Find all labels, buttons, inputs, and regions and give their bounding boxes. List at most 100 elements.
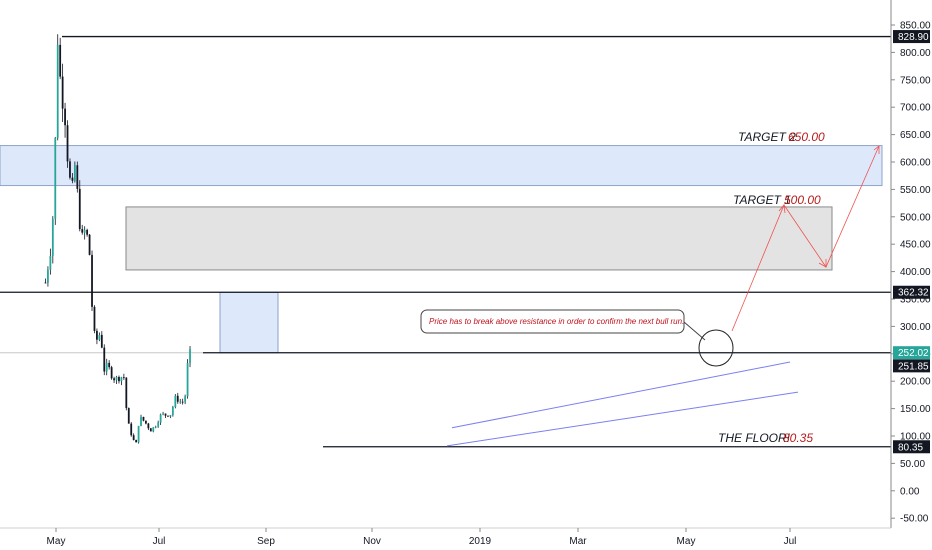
target-1-label: TARGET 1 xyxy=(733,193,791,207)
candle-down xyxy=(71,177,74,181)
resistance-price-tag-bg xyxy=(893,285,930,299)
candle-down xyxy=(130,423,133,436)
target-2-zone xyxy=(0,145,883,187)
target-1-value: 500.00 xyxy=(784,193,821,207)
candle-down xyxy=(96,330,98,340)
support-price-tag-bg xyxy=(893,359,930,373)
channel-lower-line xyxy=(446,391,799,447)
candle-down xyxy=(78,188,81,230)
candle-down xyxy=(164,413,167,416)
candle-down xyxy=(88,234,91,255)
y-tick-label: 350.00 xyxy=(900,295,931,306)
y-tick-label: 800.00 xyxy=(900,48,931,59)
x-tick-label: Jul xyxy=(784,536,797,547)
candle-down xyxy=(176,395,179,402)
projection-arrowhead-1 xyxy=(778,204,786,214)
current-price-tag: 252.02 xyxy=(898,348,929,359)
candle-down xyxy=(110,367,113,379)
candle-down xyxy=(135,439,138,443)
target-1-zone xyxy=(125,206,833,271)
current-price-tag-bg xyxy=(893,346,930,360)
candle-up xyxy=(171,406,174,416)
candle-up xyxy=(83,229,86,233)
candle-down xyxy=(64,108,66,126)
candle-down xyxy=(149,428,152,432)
y-tick-label: 700.00 xyxy=(900,103,931,114)
high-price-tag: 828.90 xyxy=(898,32,929,43)
candle-up xyxy=(152,427,155,432)
candle-up xyxy=(98,334,101,340)
x-tick-label: May xyxy=(47,536,66,547)
candle-down xyxy=(93,306,96,331)
candle-down xyxy=(181,401,184,403)
projection-arrowhead-3 xyxy=(873,145,880,154)
candle-down xyxy=(86,229,89,235)
floor-value: 80.35 xyxy=(783,431,813,445)
candle-down xyxy=(142,416,145,421)
note-callout-box xyxy=(420,309,685,334)
breakdown-zone xyxy=(219,291,279,354)
candle-down xyxy=(59,44,62,77)
floor-price-tag: 80.35 xyxy=(898,442,923,453)
floor-price-tag-bg xyxy=(893,440,930,454)
candle-down xyxy=(147,423,150,429)
candle-up xyxy=(169,415,172,417)
candle-down xyxy=(66,125,69,162)
candle-down xyxy=(69,161,71,178)
projection-path xyxy=(731,145,880,332)
x-tick-label: Mar xyxy=(569,536,587,547)
x-tick-label: Sep xyxy=(257,536,275,547)
candle-down xyxy=(113,378,115,381)
candle-up xyxy=(174,395,177,407)
y-tick-label: 400.00 xyxy=(900,267,931,278)
candle-up xyxy=(140,416,142,426)
candle-down xyxy=(76,165,79,189)
target-2-value: 650.00 xyxy=(788,130,825,144)
candle-down xyxy=(108,362,111,368)
breakout-circle xyxy=(698,329,734,367)
x-tick-label: May xyxy=(677,536,696,547)
channel-upper-line xyxy=(451,361,791,429)
candle-up xyxy=(105,362,108,372)
candle-down xyxy=(118,376,120,382)
candle-up xyxy=(189,349,191,364)
candle-up xyxy=(162,413,164,415)
target-2-label: TARGET 2 xyxy=(738,130,796,144)
candle-up xyxy=(47,269,49,283)
chart-background xyxy=(0,0,891,550)
y-tick-label: 550.00 xyxy=(900,185,931,196)
y-tick-label: 600.00 xyxy=(900,158,931,169)
x-tick-label: Jul xyxy=(153,536,166,547)
candle-down xyxy=(100,334,103,348)
y-tick-label: 450.00 xyxy=(900,240,931,251)
candle-up xyxy=(159,414,162,423)
candle-down xyxy=(103,347,106,372)
y-tick-label: 200.00 xyxy=(900,377,931,388)
candle-up xyxy=(157,422,160,427)
candle-down xyxy=(125,377,128,409)
candle-up xyxy=(115,376,118,381)
candle-down xyxy=(167,415,169,417)
candle-down xyxy=(132,435,135,440)
y-tick-label: 850.00 xyxy=(900,21,931,32)
y-tick-label: 0.00 xyxy=(900,486,920,497)
y-tick-label: 650.00 xyxy=(900,130,931,141)
candle-down xyxy=(61,76,64,109)
candle-down xyxy=(145,420,147,424)
candle-down xyxy=(122,377,125,379)
candle-up xyxy=(154,426,157,428)
candle-up xyxy=(51,218,54,257)
y-tick-label: 50.00 xyxy=(900,459,925,470)
resistance-price-tag: 362.32 xyxy=(898,288,929,299)
y-tick-label: 300.00 xyxy=(900,322,931,333)
y-tick-label: 500.00 xyxy=(900,212,931,223)
support-price-tag: 251.85 xyxy=(898,361,929,372)
candle-up xyxy=(120,377,123,382)
candle-up xyxy=(186,363,189,397)
candle-up xyxy=(49,256,52,270)
projection-arrowhead-2 xyxy=(818,259,827,268)
candle-down xyxy=(91,254,93,307)
candle-down xyxy=(127,408,130,424)
candle-up xyxy=(137,425,140,443)
